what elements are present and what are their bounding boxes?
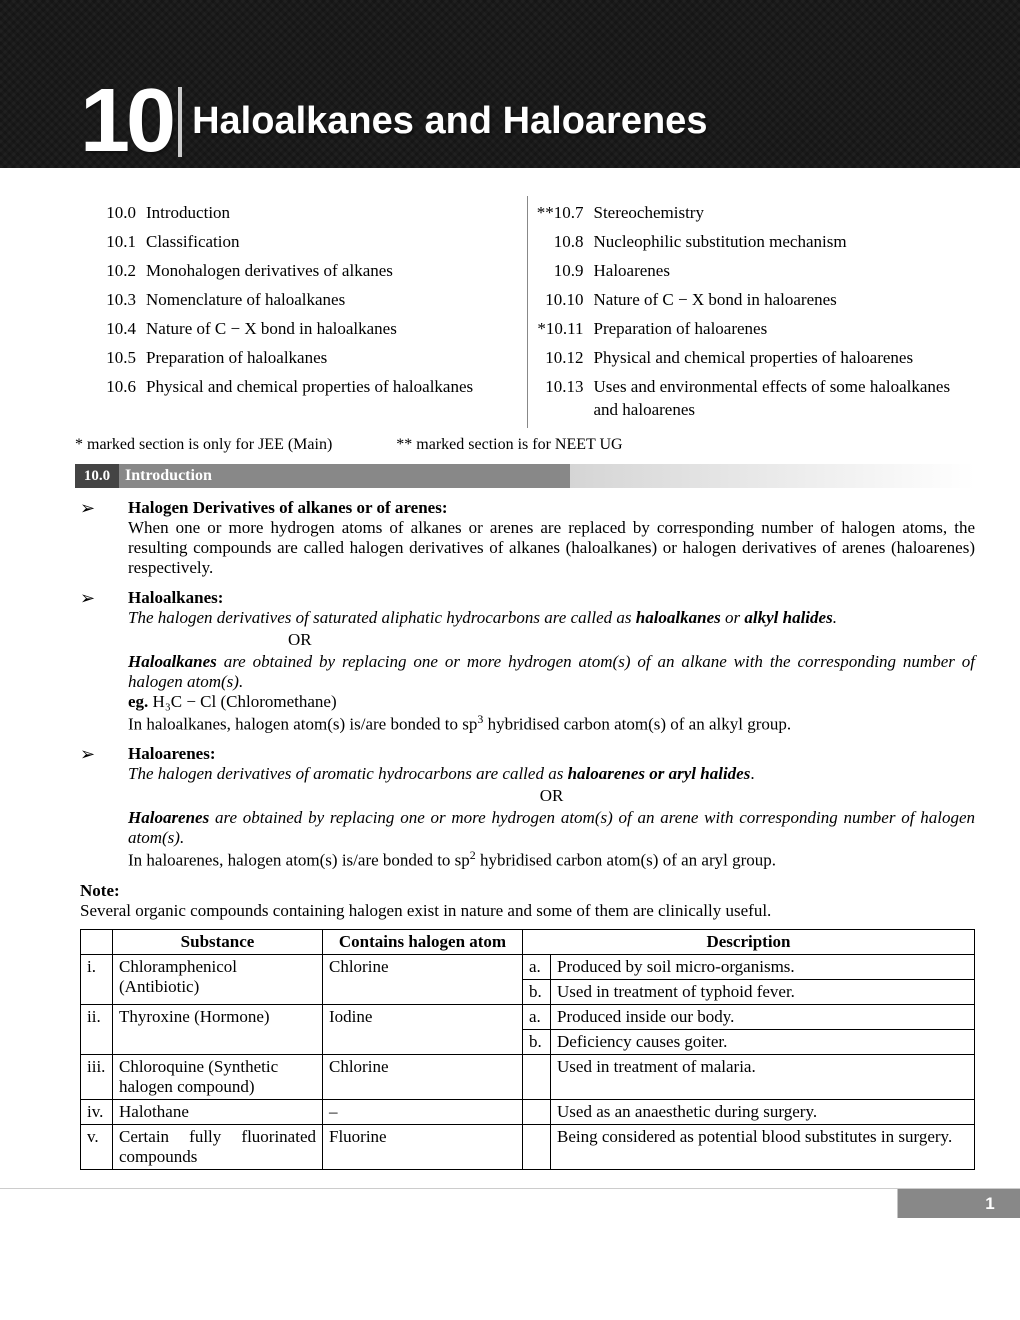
table-row: v.Certain fully fluorinated compoundsFlu… (81, 1124, 975, 1169)
example-line: eg. H₃C − Cl (Chloromethane) (128, 692, 975, 712)
toc-item-number: 10.12 (536, 347, 594, 370)
toc-item: 10.12Physical and chemical properties of… (536, 347, 968, 370)
toc-item: 10.1Classification (88, 231, 519, 254)
note-block: Note: Several organic compounds containi… (80, 881, 975, 921)
toc-item: *10.11Preparation of haloarenes (536, 318, 968, 341)
or-separator: OR (128, 786, 975, 806)
toc-item-text: Monohalogen derivatives of alkanes (146, 260, 519, 283)
toc-item-text: Physical and chemical properties of halo… (146, 376, 519, 399)
toc-footnote: * marked section is only for JEE (Main) … (75, 436, 975, 454)
substances-table: Substance Contains halogen atom Descript… (80, 929, 975, 1170)
note-heading: Note: (80, 881, 975, 901)
toc-item: 10.13Uses and environmental effects of s… (536, 376, 968, 422)
toc-item: 10.0Introduction (88, 202, 519, 225)
bullet-heading: Haloarenes: (128, 744, 975, 764)
section-heading-bar: 10.0 Introduction (75, 464, 975, 488)
table-header-row: Substance Contains halogen atom Descript… (81, 929, 975, 954)
toc-item: 10.4Nature of C − X bond in haloalkanes (88, 318, 519, 341)
toc-item: 10.10Nature of C − X bond in haloarenes (536, 289, 968, 312)
toc-item-number: 10.2 (88, 260, 146, 283)
toc-item-number: 10.6 (88, 376, 146, 399)
banner-divider (178, 87, 182, 157)
chapter-banner: 10 Haloalkanes and Haloarenes (0, 0, 1020, 168)
toc-item: 10.5Preparation of haloalkanes (88, 347, 519, 370)
bullet-haloalkanes: ➢ Haloalkanes: The halogen derivatives o… (80, 588, 975, 735)
toc-item-number: 10.5 (88, 347, 146, 370)
bullet-heading: Halogen Derivatives of alkanes or of are… (128, 498, 975, 518)
chapter-number: 10 (80, 70, 172, 173)
toc-item-text: Nucleophilic substitution mechanism (594, 231, 968, 254)
bullet-halogen-derivatives: ➢ Halogen Derivatives of alkanes or of a… (80, 498, 975, 578)
col-halogen: Contains halogen atom (323, 929, 523, 954)
toc-item-text: Stereochemistry (594, 202, 968, 225)
toc-item: 10.9Haloarenes (536, 260, 968, 283)
bullet-arrow-icon: ➢ (80, 498, 128, 578)
hybridisation-line: In haloalkanes, halogen atom(s) is/are b… (128, 712, 975, 735)
bullet-heading: Haloalkanes: (128, 588, 975, 608)
hybridisation-line: In haloarenes, halogen atom(s) is/are bo… (128, 848, 975, 871)
toc-item-number: **10.7 (536, 202, 594, 225)
toc-item: **10.7Stereochemistry (536, 202, 968, 225)
toc-item-text: Uses and environmental effects of some h… (594, 376, 968, 422)
toc-item-text: Nature of C − X bond in haloalkanes (146, 318, 519, 341)
toc-item-number: 10.1 (88, 231, 146, 254)
toc-item-number: 10.3 (88, 289, 146, 312)
section-number: 10.0 (75, 464, 119, 488)
toc-item-number: 10.4 (88, 318, 146, 341)
toc-item-number: 10.10 (536, 289, 594, 312)
page-body: 10.0Introduction10.1Classification10.2Mo… (0, 168, 1020, 1170)
table-of-contents: 10.0Introduction10.1Classification10.2Mo… (80, 196, 975, 428)
toc-item-text: Physical and chemical properties of halo… (594, 347, 968, 370)
definition-line: The halogen derivatives of aromatic hydr… (128, 764, 975, 784)
or-separator: OR (128, 630, 975, 650)
toc-item-text: Nature of C − X bond in haloarenes (594, 289, 968, 312)
page-number: 1 (960, 1189, 1020, 1219)
definition-alt: Haloarenes are obtained by replacing one… (128, 808, 975, 848)
page-footer: 1 (0, 1188, 1020, 1218)
toc-item: 10.6Physical and chemical properties of … (88, 376, 519, 399)
toc-item-text: Nomenclature of haloalkanes (146, 289, 519, 312)
bullet-haloarenes: ➢ Haloarenes: The halogen derivatives of… (80, 744, 975, 871)
chapter-title: Haloalkanes and Haloarenes (192, 100, 707, 143)
toc-item-number: 10.0 (88, 202, 146, 225)
bullet-paragraph: When one or more hydrogen atoms of alkan… (128, 518, 975, 578)
footnote-neet: ** marked section is for NEET UG (396, 436, 622, 453)
note-text: Several organic compounds containing hal… (80, 901, 975, 921)
toc-item-number: *10.11 (536, 318, 594, 341)
footnote-jee: * marked section is only for JEE (Main) (75, 436, 332, 453)
toc-item: 10.2Monohalogen derivatives of alkanes (88, 260, 519, 283)
definition-line: The halogen derivatives of saturated ali… (128, 608, 975, 628)
toc-item-text: Preparation of haloalkanes (146, 347, 519, 370)
toc-item-number: 10.8 (536, 231, 594, 254)
toc-item-number: 10.13 (536, 376, 594, 422)
table-row: iv.Halothane–Used as an anaesthetic duri… (81, 1099, 975, 1124)
col-substance: Substance (113, 929, 323, 954)
toc-item: 10.8Nucleophilic substitution mechanism (536, 231, 968, 254)
table-row: i. Chloramphenicol (Antibiotic) Chlorine… (81, 954, 975, 979)
toc-item-text: Preparation of haloarenes (594, 318, 968, 341)
bullet-arrow-icon: ➢ (80, 744, 128, 871)
definition-alt: Haloalkanes are obtained by replacing on… (128, 652, 975, 692)
toc-item-text: Classification (146, 231, 519, 254)
toc-item: 10.3Nomenclature of haloalkanes (88, 289, 519, 312)
section-title: Introduction (125, 464, 212, 488)
table-row: iii.Chloroquine (Synthetic halogen compo… (81, 1054, 975, 1099)
col-description: Description (523, 929, 975, 954)
bullet-arrow-icon: ➢ (80, 588, 128, 735)
table-row: ii. Thyroxine (Hormone) Iodine a.Produce… (81, 1004, 975, 1029)
toc-item-text: Introduction (146, 202, 519, 225)
toc-item-number: 10.9 (536, 260, 594, 283)
toc-item-text: Haloarenes (594, 260, 968, 283)
